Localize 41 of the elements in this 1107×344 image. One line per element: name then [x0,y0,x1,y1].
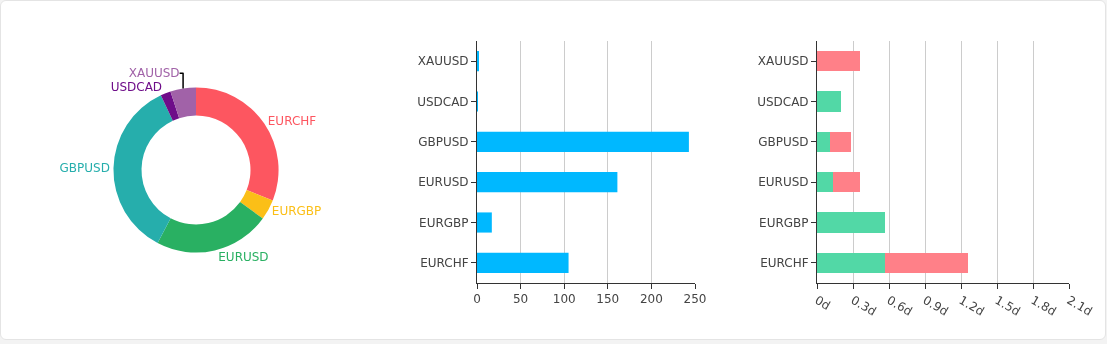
y-tick-label: XAUUSD [757,54,809,69]
x-tick-label: 0 [473,292,481,307]
y-tick-label: EURGBP [419,215,469,230]
slice-label: EURUSD [218,250,269,265]
y-tick-label: EURUSD [758,175,809,190]
y-tick-label: XAUUSD [417,54,469,69]
x-tick-label: 100 [552,292,576,307]
donut-slice [240,190,273,219]
slice-label: EURGBP [271,204,322,219]
bar [477,252,569,273]
x-tick-label: 200 [639,292,663,307]
x-tick-label: 1.8d [1028,293,1059,319]
x-tick-label: 2.1d [1064,293,1095,319]
y-tick-label: USDCAD [417,94,469,109]
y-tick-label: EURCHF [420,256,469,271]
y-tick-label: GBPUSD [418,135,469,150]
x-tick-label: 0d [812,293,833,313]
x-tick-label: 0.3d [848,293,879,319]
y-tick-label: EURUSD [418,175,469,190]
donut-slice [170,87,196,119]
bar [477,172,618,193]
slice-label: EURCHF [267,114,317,129]
bar [477,131,689,152]
slice-label: USDCAD [110,80,163,95]
slice-label: XAUUSD [128,66,180,81]
x-tick-label: 1.2d [956,293,987,319]
x-tick-label: 0.9d [920,293,951,319]
x-tick-label: 0.6d [884,293,915,319]
x-tick-label: 1.5d [992,293,1023,319]
x-tick-label: 50 [512,292,529,307]
y-tick-label: EURGBP [759,215,809,230]
y-tick-label: USDCAD [757,94,809,109]
x-tick-label: 150 [596,292,620,307]
donut-slice [160,91,180,121]
y-tick-label: GBPUSD [758,135,809,150]
donut-slice [157,202,263,253]
slice-label: GBPUSD [59,161,110,176]
donut-slice [113,95,173,244]
bar [477,212,492,233]
x-tick-label: 250 [683,292,707,307]
y-tick-label: EURCHF [760,256,809,271]
